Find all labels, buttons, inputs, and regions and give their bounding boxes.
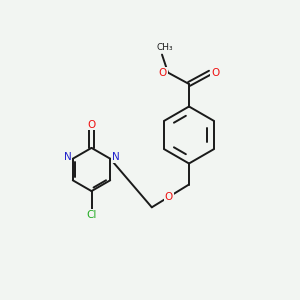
Text: N: N <box>112 152 119 162</box>
Text: O: O <box>165 192 173 203</box>
Text: N: N <box>64 152 71 162</box>
Text: Cl: Cl <box>86 210 97 220</box>
Text: O: O <box>87 119 96 130</box>
Text: CH₃: CH₃ <box>157 44 173 52</box>
Text: O: O <box>211 68 220 78</box>
Text: O: O <box>158 68 167 78</box>
